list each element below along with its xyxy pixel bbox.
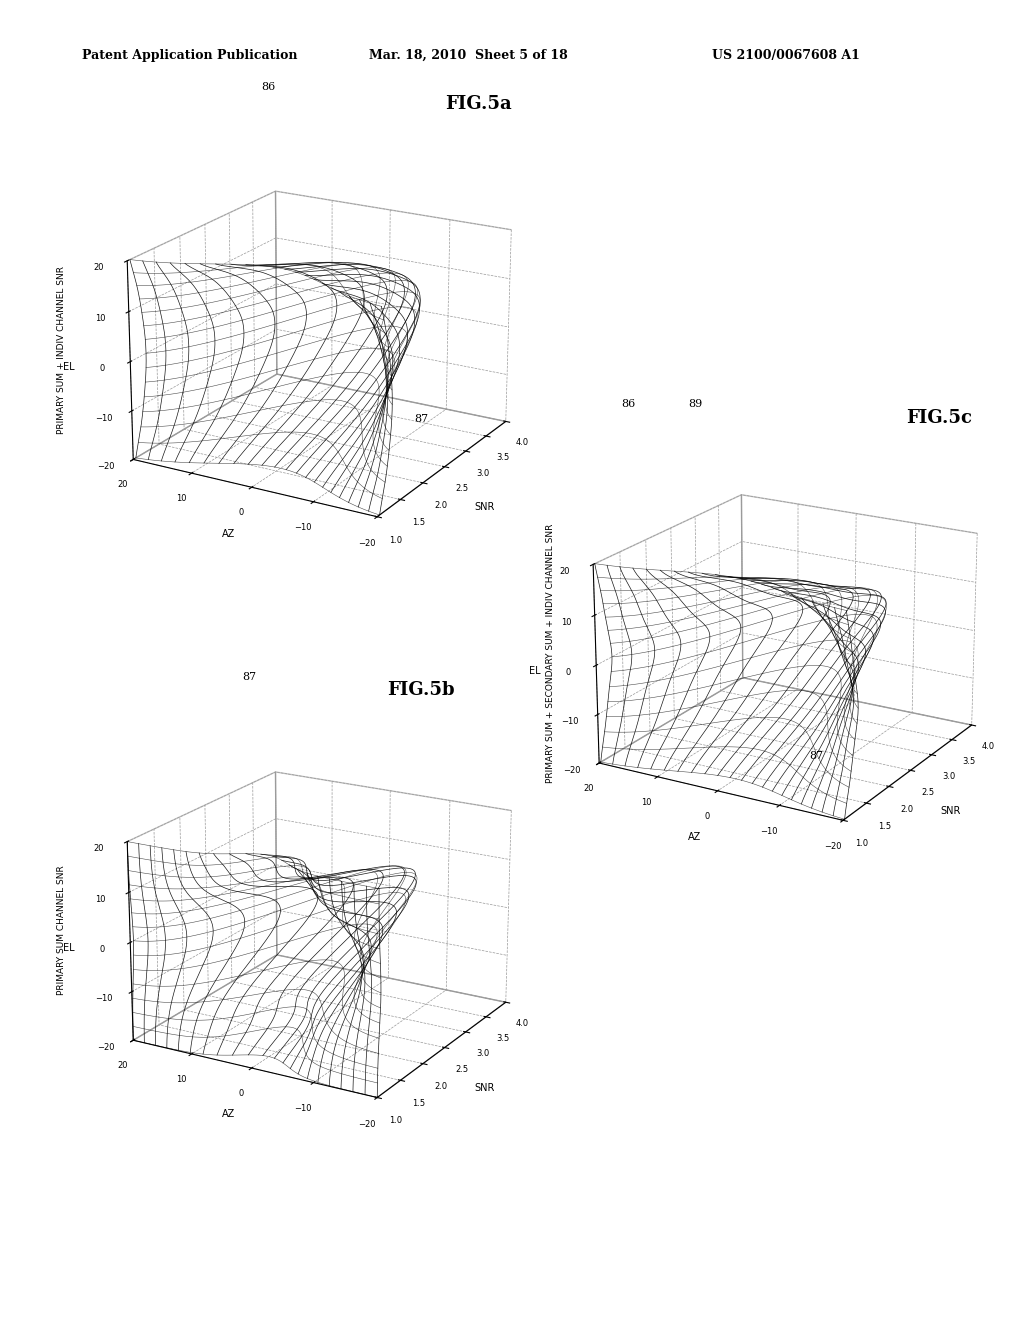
Y-axis label: AZ: AZ [222,529,236,539]
X-axis label: SNR: SNR [474,1082,495,1093]
Text: FIG.5a: FIG.5a [445,95,512,114]
Text: 86: 86 [261,82,275,92]
Text: PRIMARY SUM + SECONDARY SUM + INDIV CHANNEL SNR: PRIMARY SUM + SECONDARY SUM + INDIV CHAN… [547,524,555,783]
Text: 87: 87 [415,414,429,425]
X-axis label: SNR: SNR [474,502,495,512]
Text: PRIMARY SUM + INDIV CHANNEL SNR: PRIMARY SUM + INDIV CHANNEL SNR [57,265,66,434]
Text: 87: 87 [809,751,823,762]
Text: 86: 86 [622,399,636,409]
Text: US 2100/0067608 A1: US 2100/0067608 A1 [712,49,859,62]
Text: FIG.5c: FIG.5c [906,409,972,428]
Text: Mar. 18, 2010  Sheet 5 of 18: Mar. 18, 2010 Sheet 5 of 18 [369,49,567,62]
X-axis label: SNR: SNR [940,805,961,816]
Y-axis label: AZ: AZ [222,1110,236,1119]
Text: Patent Application Publication: Patent Application Publication [82,49,297,62]
Text: 87: 87 [243,672,257,682]
Text: 89: 89 [688,399,702,409]
Y-axis label: AZ: AZ [688,833,701,842]
Text: FIG.5b: FIG.5b [387,681,455,700]
Text: PRIMARY SUM CHANNEL SNR: PRIMARY SUM CHANNEL SNR [57,866,66,995]
